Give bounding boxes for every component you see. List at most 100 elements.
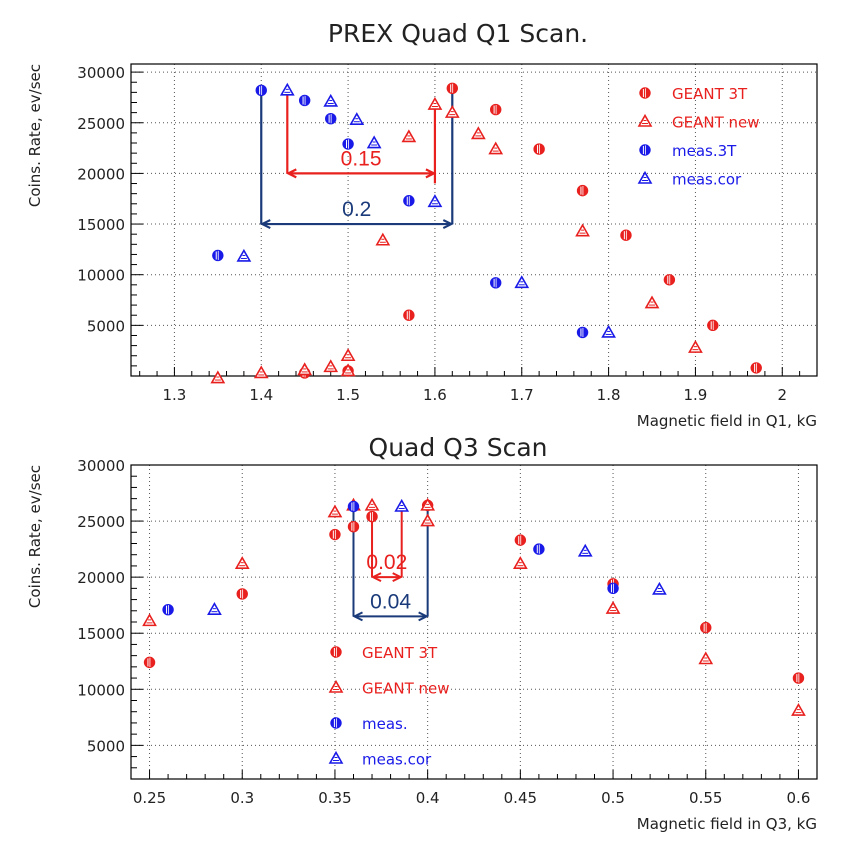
y-tick-label: 25000 [77,115,125,133]
x-tick-label: 0.6 [787,789,811,807]
series-geant-new [210,96,703,384]
data-point [298,94,311,107]
y-tick-label: 25000 [77,513,125,531]
x-tick-label: 1.7 [510,386,534,404]
data-point [323,359,339,373]
data-point [750,362,762,374]
plot-frame [130,464,818,780]
data-point [652,581,667,595]
data-point [533,543,545,555]
x-tick-label: 0.35 [318,789,351,807]
data-point [620,229,632,241]
legend-label: meas. [362,715,408,733]
data-point [644,295,660,309]
plot-frame [130,63,818,377]
arrowhead-left [285,168,297,179]
x-tick-label: 1.4 [249,386,273,404]
data-point [791,702,806,716]
series-meas- [162,500,619,616]
data-point [420,497,436,511]
data-point [212,249,224,262]
data-point [366,510,378,523]
data-point [327,504,343,518]
data-point [340,348,356,362]
legend-marker [330,646,342,658]
arrowhead-right [425,168,437,179]
data-point [576,326,589,339]
data-point [236,588,248,600]
data-point [446,82,458,95]
data-point [700,621,712,634]
y-tick-label: 5000 [87,317,125,335]
data-point [297,362,313,376]
data-point [427,194,443,208]
data-point [514,275,530,289]
x-tick-label: 1.8 [597,386,621,404]
data-point [707,319,719,332]
x-tick-label: 1.9 [684,386,708,404]
x-tick-label: 1.5 [336,386,360,404]
chart-1: PREX Quad Q1 Scan. 1.3 1.4 1.5 1.6 1.7 1.8 1.9 2… [26,19,818,430]
data-point [488,141,504,155]
arrowhead-right [392,572,403,583]
data-point [207,602,222,615]
x-tick-label: 2 [777,386,787,404]
y-tick-label: 30000 [77,64,125,82]
data-point [234,556,250,569]
data-point [470,126,486,140]
data-point [601,324,616,338]
chart-title: Quad Q3 Scan [369,433,548,462]
y-tick-label: 15000 [77,216,125,234]
y-tick-label: 15000 [77,625,125,643]
series-meas-cor [207,498,667,615]
x-tick-label: 0.55 [689,789,722,807]
data-point [575,223,590,237]
data-point [143,656,156,669]
chart-title: PREX Quad Q1 Scan. [328,19,588,48]
grid [131,464,817,779]
series-meas-cor [236,82,616,338]
x-tick-label: 0.5 [601,789,625,807]
legend-marker [637,113,653,127]
annotation-bracket: 0.02 [366,506,407,583]
data-point [162,603,174,616]
data-point [792,672,805,684]
legend-marker [637,170,653,184]
data-point [663,274,676,286]
legend-marker [639,144,651,156]
data-point [490,103,502,116]
legend-label: GEANT new [672,114,760,132]
arrowhead-right [442,219,454,230]
legend-label: meas.cor [362,751,432,769]
legend-marker [330,717,342,729]
data-point [533,143,545,155]
x-tick-label: 0.25 [133,789,166,807]
data-point [403,309,415,321]
data-point [329,528,341,541]
data-point [605,600,621,614]
data-point [236,248,252,262]
data-point [514,534,527,546]
arrowhead-left [370,572,382,583]
data-point [349,112,365,126]
x-tick-label: 1.6 [423,386,447,404]
legend-marker [639,87,651,99]
series-geant-3t [143,499,805,684]
data-point [142,613,157,627]
data-point [255,84,267,97]
data-point [403,195,415,207]
data-point [394,498,410,512]
legend: GEANT 3T GEANT new meas. meas.cor [328,644,450,769]
x-axis-label: Magnetic field in Q3, kG [637,815,817,833]
annotation-label: 0.2 [342,198,371,221]
data-point [688,340,703,353]
y-tick-label: 10000 [77,681,125,699]
x-axis-label: Magnetic field in Q1, kG [637,412,817,430]
arrowhead-right [418,611,429,622]
data-point [325,113,337,125]
arrowhead-left [259,219,271,230]
legend-label: meas.cor [672,171,742,189]
data-point [375,232,391,246]
annotation-label: 0.02 [366,551,407,574]
